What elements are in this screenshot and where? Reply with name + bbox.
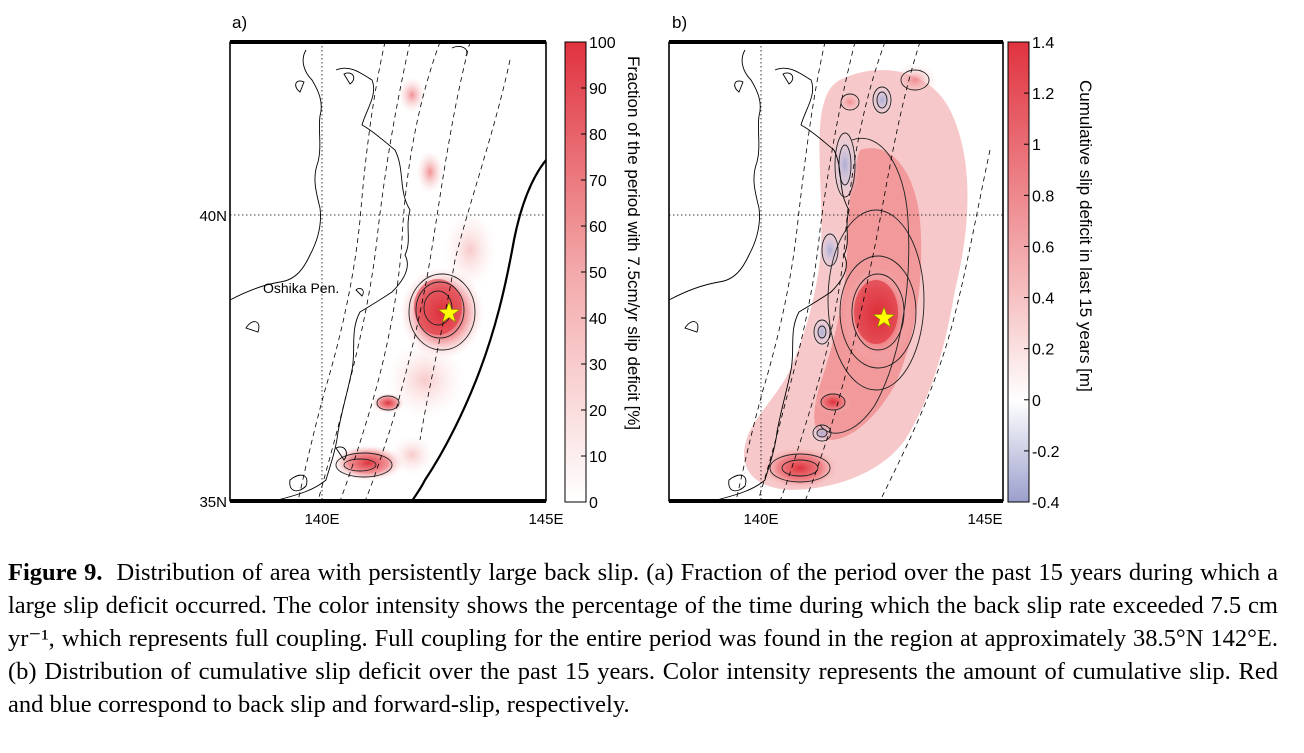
colorbar-a-tick-label: 100 <box>589 35 616 52</box>
colorbar-b-tick-label: 0 <box>1032 393 1041 410</box>
panel-a-lat-35: 35N <box>199 494 227 511</box>
colorbar-a-tick-label: 10 <box>589 449 607 466</box>
colorbar-a-tick-label: 40 <box>589 311 607 328</box>
caption-label: Figure 9. <box>8 559 103 586</box>
colorbar-a-tick-label: 50 <box>589 265 607 282</box>
colorbar-a-tick-label: 20 <box>589 403 607 420</box>
colorbar-a-tick-label: 80 <box>589 127 607 144</box>
panel-a-map <box>229 40 547 503</box>
epicenter-star-icon <box>872 306 896 328</box>
epicenter-star-icon <box>437 301 461 323</box>
panel-a-lon-140: 140E <box>304 511 339 525</box>
oshika-label: Oshika Pen. <box>263 280 339 296</box>
figure-caption: Figure 9. Distribution of area with persi… <box>8 556 1278 721</box>
colorbar-a-tick-label: 0 <box>589 495 598 512</box>
colorbar-b-tick-label: -0.4 <box>1032 495 1060 512</box>
colorbar-a-tick-label: 30 <box>589 357 607 374</box>
colorbar-a-tick-label: 90 <box>589 81 607 98</box>
caption-text: Distribution of area with persistently l… <box>8 559 1278 718</box>
colorbar-b-tick-label: 0.8 <box>1032 188 1054 205</box>
colorbar-a-tick-label: 70 <box>589 173 607 190</box>
panel-b-map <box>668 40 1004 503</box>
figure-9: a) <box>199 13 1095 525</box>
panel-a-lat-40: 40N <box>199 208 227 225</box>
colorbar-b-tick-label: 0.4 <box>1032 291 1054 308</box>
colorbar-a-tick-label: 60 <box>589 219 607 236</box>
trench-line <box>411 159 546 501</box>
colorbar-b-tick-label: 1 <box>1032 137 1041 154</box>
colorbar-b-tick-label: -0.2 <box>1032 444 1060 461</box>
panel-b-colorbar: 1.4 1.2 1 0.8 0.6 0.4 0.2 0 -0.2 -0.4 <box>1007 35 1060 512</box>
colorbar-b-tick-label: 1.2 <box>1032 86 1054 103</box>
panel-b-lon-145: 145E <box>967 511 1002 525</box>
panel-a-lon-145: 145E <box>528 511 563 525</box>
panel-b-colorbar-title: Cumulative slip deficit in last 15 years… <box>1076 80 1095 392</box>
panel-b-lon-140: 140E <box>743 511 778 525</box>
colorbar-b-tick-label: 0.6 <box>1032 239 1054 256</box>
colorbar-b-tick-label: 1.4 <box>1032 35 1054 52</box>
panel-a-colorbar-title: Fraction of the period with 7.5cm/yr sli… <box>624 56 643 430</box>
panel-a-label: a) <box>232 13 247 32</box>
colorbar-b-tick-label: 0.2 <box>1032 342 1054 359</box>
panel-b-label: b) <box>672 13 687 32</box>
